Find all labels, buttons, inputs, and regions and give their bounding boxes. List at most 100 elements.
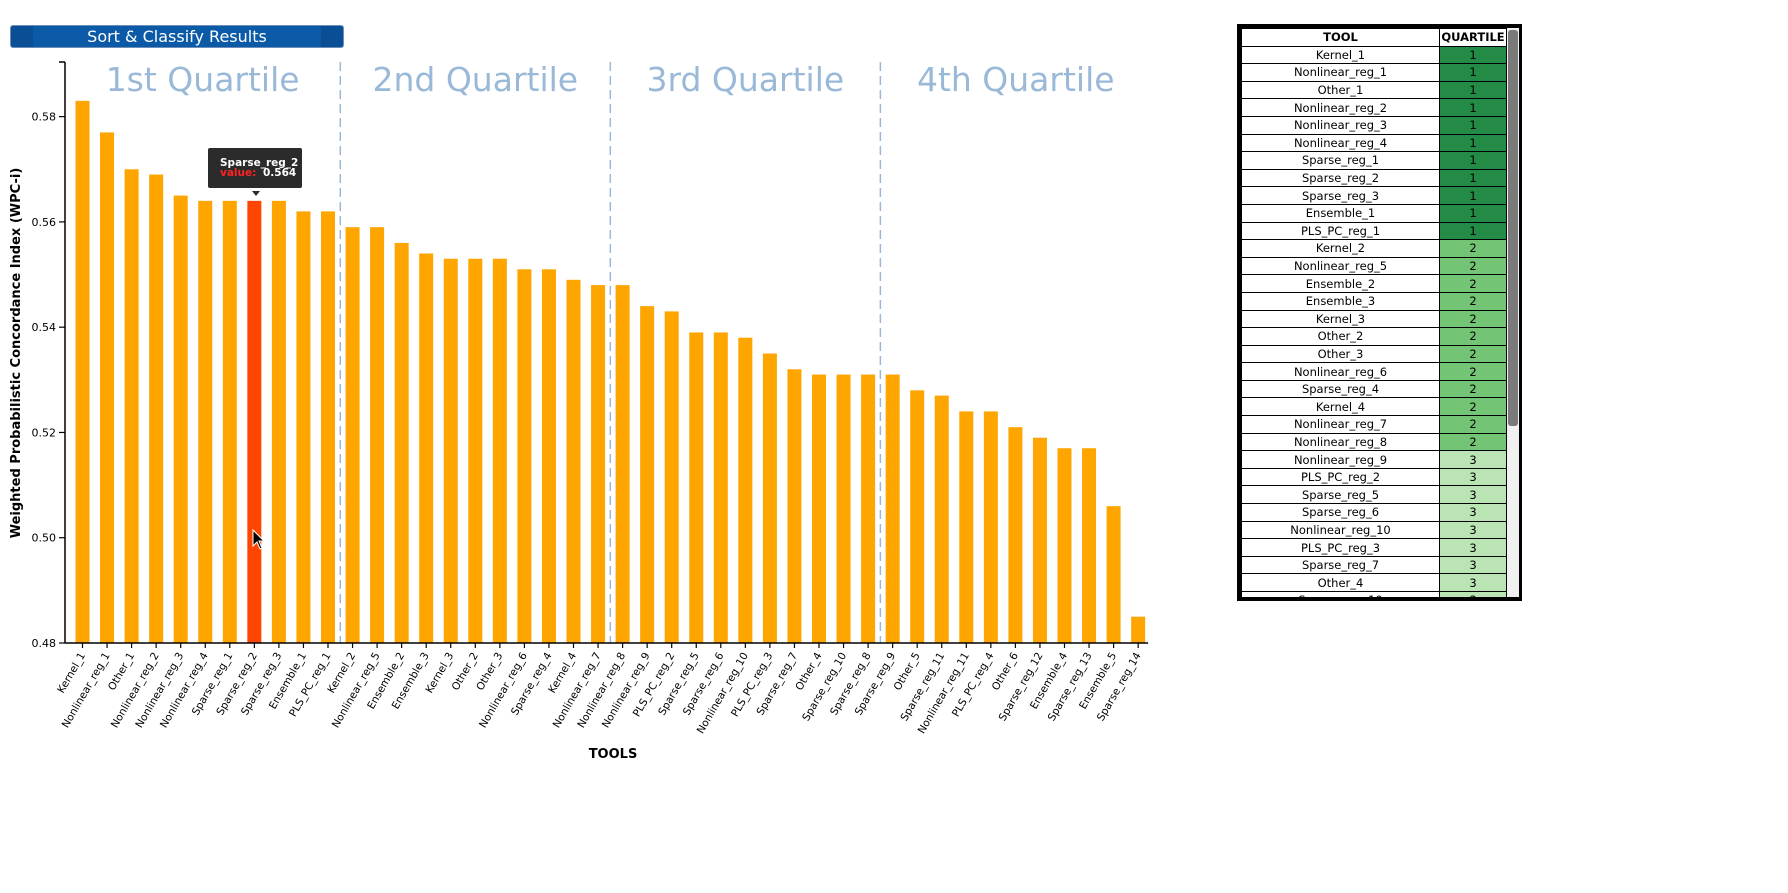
- tool-cell: Sparse_reg_3: [1241, 186, 1440, 205]
- bar-Nonlinear_reg_2[interactable]: [149, 174, 164, 643]
- bar-Other_3[interactable]: [492, 258, 507, 643]
- quartile-label: 3rd Quartile: [647, 60, 845, 99]
- quartile-table-scroll[interactable]: TOOL QUARTILE Kernel_1 1 Nonlinear_reg_1 1 O…: [1241, 28, 1506, 597]
- table-row: Sparse_reg_1 1: [1241, 151, 1506, 170]
- bar-Sparse_reg_2[interactable]: [247, 200, 262, 643]
- quartile-cell: 3: [1439, 450, 1506, 469]
- bar-Other_5[interactable]: [910, 390, 925, 643]
- bar-Nonlinear_reg_10[interactable]: [738, 337, 753, 643]
- tool-cell: Nonlinear_reg_1: [1241, 63, 1440, 82]
- bar-Sparse_reg_14[interactable]: [1131, 616, 1146, 643]
- bar-Ensemble_5[interactable]: [1106, 506, 1121, 643]
- bar-Ensemble_4[interactable]: [1057, 448, 1072, 643]
- quartile-cell: 2: [1439, 291, 1506, 311]
- bar-Nonlinear_reg_7[interactable]: [591, 285, 606, 643]
- quartile-cell: 3: [1439, 591, 1506, 597]
- bar-Sparse_reg_8[interactable]: [861, 374, 876, 643]
- bar-Other_2[interactable]: [468, 258, 483, 643]
- header-tool: TOOL: [1241, 28, 1440, 47]
- table-row: Sparse_reg_5 3: [1241, 485, 1506, 505]
- quartile-cell: 3: [1439, 485, 1506, 505]
- quartile-cell: 1: [1439, 98, 1506, 117]
- sort-classify-button[interactable]: Sort & Classify Results: [10, 25, 344, 48]
- bar-Other_6[interactable]: [1008, 427, 1023, 643]
- tool-cell: Nonlinear_reg_8: [1241, 432, 1440, 452]
- bar-Sparse_reg_7[interactable]: [787, 369, 802, 643]
- table-row: PLS_PC_reg_2 3: [1241, 467, 1506, 487]
- bar-PLS_PC_reg_1[interactable]: [321, 211, 335, 643]
- mouse-cursor-icon: [252, 528, 266, 550]
- svg-text:value: 0.564: value: 0.564: [220, 167, 296, 179]
- tool-cell: Sparse_reg_7: [1241, 555, 1440, 575]
- bar-Nonlinear_reg_4[interactable]: [198, 200, 213, 643]
- tool-cell: Other_3: [1241, 344, 1440, 364]
- bar-Nonlinear_reg_11[interactable]: [959, 411, 974, 643]
- table-row: Nonlinear_reg_3 1: [1241, 115, 1506, 135]
- bar-Nonlinear_reg_1[interactable]: [100, 132, 115, 643]
- bar-Other_1[interactable]: [124, 169, 139, 644]
- bar-Sparse_reg_6[interactable]: [713, 332, 728, 643]
- bar-Sparse_reg_9[interactable]: [885, 374, 900, 643]
- tool-cell: Other_2: [1241, 327, 1440, 346]
- tool-cell: Other_1: [1241, 80, 1440, 100]
- bar-Nonlinear_reg_9[interactable]: [640, 306, 655, 643]
- bar-Sparse_reg_4[interactable]: [541, 269, 556, 643]
- bar-PLS_PC_reg_4[interactable]: [983, 411, 998, 643]
- table-row: Kernel_2 2: [1241, 239, 1506, 258]
- table-row: Sparse_reg_4 2: [1241, 379, 1506, 399]
- tool-cell: Nonlinear_reg_5: [1241, 256, 1440, 276]
- quartile-cell: 2: [1439, 239, 1506, 258]
- tool-cell: Nonlinear_reg_3: [1241, 115, 1440, 135]
- bar-Nonlinear_reg_3[interactable]: [173, 195, 188, 643]
- bar-Sparse_reg_1[interactable]: [222, 200, 237, 643]
- table-scrollbar-thumb[interactable]: [1508, 30, 1518, 426]
- table-row: Other_2 2: [1241, 327, 1506, 346]
- bar-Nonlinear_reg_8[interactable]: [615, 285, 630, 643]
- table-row: Kernel_4 2: [1241, 397, 1506, 417]
- bar-Ensemble_1[interactable]: [296, 211, 311, 643]
- table-row: Nonlinear_reg_8 2: [1241, 432, 1506, 452]
- bar-Ensemble_2[interactable]: [394, 242, 409, 644]
- tool-cell: Ensemble_3: [1241, 291, 1440, 311]
- quartile-cell: 2: [1439, 327, 1506, 346]
- bar-tooltip: Sparse_reg_2 value: 0.564: [208, 148, 302, 196]
- quartile-cell: 1: [1439, 115, 1506, 135]
- tooltip-arrow: [252, 191, 260, 196]
- bar-Kernel_3[interactable]: [443, 258, 458, 643]
- bar-Sparse_reg_11[interactable]: [934, 395, 949, 643]
- bar-Sparse_reg_5[interactable]: [689, 332, 704, 643]
- bar-PLS_PC_reg_3[interactable]: [762, 353, 777, 644]
- tooltip-box: [208, 148, 302, 188]
- bar-Ensemble_3[interactable]: [419, 253, 434, 643]
- tooltip-name: Sparse_reg_2: [220, 157, 298, 169]
- quartile-cell: 2: [1439, 379, 1506, 399]
- quartile-cell: 2: [1439, 432, 1506, 452]
- bar-Kernel_2[interactable]: [345, 227, 360, 643]
- table-row: Nonlinear_reg_7 2: [1241, 415, 1506, 434]
- quartile-cell: 3: [1439, 503, 1506, 522]
- quartile-cell: 2: [1439, 397, 1506, 417]
- y-axis: 0.48 0.50 0.52 0.54 0.56 0.58: [32, 61, 66, 650]
- bar-Sparse_reg_13[interactable]: [1082, 448, 1097, 643]
- table-row: Sparse_reg_7 3: [1241, 555, 1506, 575]
- bar-Sparse_reg_3[interactable]: [271, 200, 286, 643]
- bar-Kernel_1[interactable]: [75, 100, 90, 643]
- y-tick-label: 0.56: [32, 216, 57, 229]
- bar-Other_4[interactable]: [812, 374, 826, 643]
- table-row: Nonlinear_reg_9 3: [1241, 450, 1506, 469]
- table-row: Other_4 3: [1241, 573, 1506, 592]
- y-tick-label: 0.54: [32, 321, 57, 334]
- bar-PLS_PC_reg_2[interactable]: [664, 311, 679, 643]
- quartile-cell: 1: [1439, 80, 1506, 100]
- bar-Sparse_reg_10[interactable]: [836, 374, 851, 643]
- bar-Nonlinear_reg_6[interactable]: [517, 269, 532, 643]
- bar-Nonlinear_reg_5[interactable]: [370, 227, 385, 643]
- tool-cell: Ensemble_1: [1241, 203, 1440, 223]
- bar-Sparse_reg_12[interactable]: [1032, 437, 1047, 643]
- quartile-cell: 2: [1439, 274, 1506, 293]
- quartile-cell: 2: [1439, 415, 1506, 434]
- tool-cell: Kernel_4: [1241, 397, 1440, 417]
- bar-Kernel_4[interactable]: [566, 279, 581, 643]
- wpc-bar-chart: 1st Quartile 2nd Quartile 3rd Quartile 4th …: [9, 60, 1149, 762]
- quartile-cell: 3: [1439, 573, 1506, 592]
